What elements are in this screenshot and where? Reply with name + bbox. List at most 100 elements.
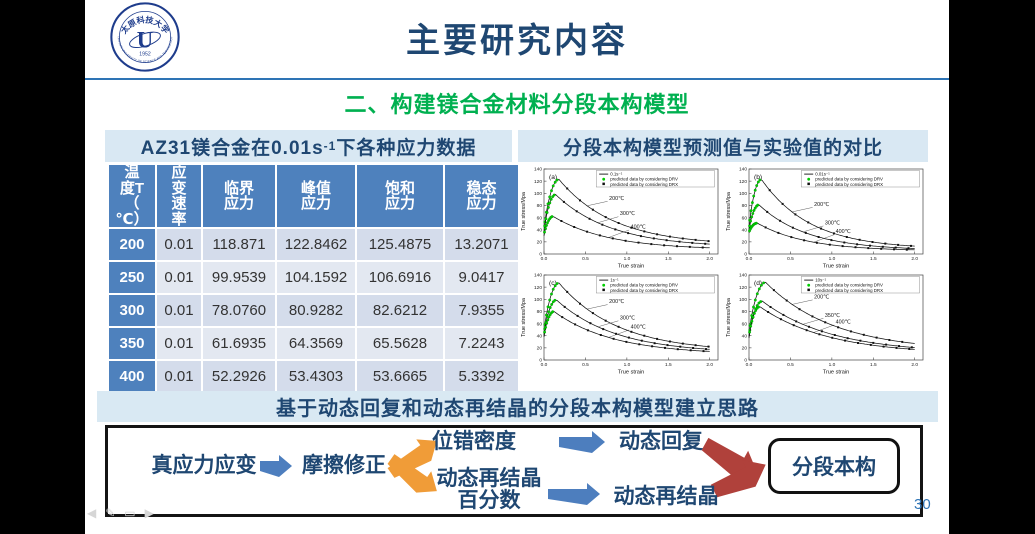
svg-text:400℃: 400℃ [836,229,851,235]
arrow-friction-to-drx-fraction [387,454,437,493]
svg-text:120: 120 [739,285,747,291]
svg-text:True strain: True strain [823,370,850,376]
arrow-drx-to-segmented [710,459,766,498]
svg-text:120: 120 [739,179,747,185]
table-cell: 125.4875 [357,229,443,261]
flow-arrows-layer [260,431,766,505]
arrow-true-to-friction [260,455,292,477]
svg-text:120: 120 [534,179,542,185]
svg-text:60: 60 [742,321,748,327]
arrow-dislocation-to-drv [559,431,605,453]
table-title-prefix: AZ31镁合金在0.01s [140,137,324,159]
previous-slide-icon[interactable]: ◀ [87,506,97,520]
row-header-cell: 350 [109,328,155,360]
table-cell: 104.1592 [277,262,355,294]
svg-text:1.5: 1.5 [870,362,877,368]
node-dynamic-recovery: 动态回复 [619,430,703,453]
svg-text:120: 120 [534,285,542,291]
svg-text:400℃: 400℃ [836,320,851,326]
svg-text:True strain: True strain [618,370,645,376]
table-cell: 80.9282 [277,295,355,327]
svg-text:300℃: 300℃ [825,220,840,226]
svg-text:40: 40 [537,333,543,339]
svg-text:20: 20 [537,346,543,352]
svg-text:100: 100 [534,191,542,197]
svg-text:0.5: 0.5 [582,362,589,368]
svg-text:80: 80 [537,203,543,209]
svg-text:80: 80 [742,203,748,209]
svg-text:1.0: 1.0 [829,362,836,368]
column-header: 温 度T （ ℃） [109,165,155,228]
next-slide-icon[interactable]: ▶ [144,506,154,520]
table-cell: 53.4303 [277,361,355,393]
table-cell: 61.6935 [203,328,275,360]
chart-panel-d: 0 20 40 60 80 100 120 140 0.0 0.5 1.0 1.5 2.0 True st… [725,271,929,375]
svg-text:60: 60 [537,321,543,327]
svg-text:60: 60 [742,215,748,221]
svg-text:40: 40 [537,227,543,233]
svg-text:0.1s⁻¹: 0.1s⁻¹ [610,172,623,177]
node-drx-fraction: 动态再结晶 百分数 [436,467,542,512]
svg-text:20: 20 [742,240,748,246]
page-title: 主要研究内容 [406,22,628,60]
svg-text:0.5: 0.5 [582,256,589,262]
chart-panel-a: 0 20 40 60 80 100 120 140 0.0 0.5 1.0 1.5 2.0 True st… [520,165,724,269]
logo-orbit-icon [129,31,161,49]
svg-text:predicted data by considering: predicted data by considering DRX [815,288,883,293]
svg-text:1.5: 1.5 [665,256,672,262]
svg-text:0.5: 0.5 [787,256,794,262]
charts-grid: 0 20 40 60 80 100 120 140 0.0 0.5 1.0 1.5 2.0 True st… [520,165,930,376]
table-cell: 0.01 [157,262,201,294]
svg-text:0.0: 0.0 [746,256,753,262]
svg-text:140: 140 [739,167,747,173]
svg-text:20: 20 [742,346,748,352]
stress-table-container: 温 度T （ ℃）应 变 速 率临界 应力 峰值 应力 饱和 应力 稳态 应力 200… [107,163,520,394]
svg-text:(d): (d) [754,280,762,287]
node-segmented-constitutive: 分段本构 [768,438,900,494]
svg-text:40: 40 [742,227,748,233]
svg-text:300℃: 300℃ [620,211,635,217]
table-header-row: 温 度T （ ℃）应 变 速 率临界 应力 峰值 应力 饱和 应力 稳态 应力 [109,165,518,228]
table-cell: 0.01 [157,328,201,360]
stress-table: 温 度T （ ℃）应 变 速 率临界 应力 峰值 应力 饱和 应力 稳态 应力 200… [107,163,520,394]
table-cell: 0.01 [157,295,201,327]
university-logo-icon: 太原科技大学 U 1952 TAIYUAN UNIVERSITY OF SCIE… [110,2,180,72]
table-cell: 5.3392 [445,361,518,393]
svg-text:60: 60 [537,215,543,221]
table-cell: 106.6916 [357,262,443,294]
svg-text:400℃: 400℃ [631,225,646,231]
svg-text:0: 0 [539,252,542,258]
flow-banner-title: 基于动态回复和动态再结晶的分段本构模型建立思路 [97,391,938,422]
line-chart: 0 20 40 60 80 100 120 140 0.0 0.5 1.0 1.5 2.0 True st… [521,167,719,269]
arrow-fraction-to-drx [548,483,600,505]
svg-text:140: 140 [739,273,747,279]
svg-text:True stress/Mpa: True stress/Mpa [726,192,732,231]
node-friction-correction: 摩擦修正 [302,454,386,477]
chart-panel-c: 0 20 40 60 80 100 120 140 0.0 0.5 1.0 1.5 2.0 True st… [520,271,724,375]
svg-text:1.0: 1.0 [829,256,836,262]
svg-text:True stress/Mpa: True stress/Mpa [521,192,527,231]
table-cell: 0.01 [157,229,201,261]
column-header: 稳态 应力 [445,165,518,228]
flow-diagram-box: 真应力应变 摩擦修正 位错密度 动态回复 动态再结晶 百分数 动态再结晶 分段本… [105,425,923,517]
svg-text:2.0: 2.0 [911,362,918,368]
row-header-cell: 300 [109,295,155,327]
arrow-drv-to-segmented [701,437,758,477]
table-cell: 122.8462 [277,229,355,261]
svg-text:predicted data by considering: predicted data by considering DRX [610,182,678,187]
table-title-suffix: 下各种应力数据 [336,137,477,159]
table-section-title: AZ31镁合金在0.01s -1 下各种应力数据 [105,130,512,162]
svg-text:200℃: 200℃ [814,202,829,208]
svg-text:200℃: 200℃ [609,196,624,202]
table-row: 400 0.01 52.2926 53.4303 53.6665 5.3392 [109,361,518,393]
svg-text:0: 0 [744,358,747,364]
pen-tool-icon[interactable]: ✎ [105,506,116,520]
table-row: 350 0.01 61.6935 64.3569 65.5628 7.2243 [109,328,518,360]
slideshow-menu-icon[interactable]: ▭ [124,506,136,520]
svg-text:10s⁻¹: 10s⁻¹ [815,278,826,283]
svg-text:True strain: True strain [823,264,850,270]
row-header-cell: 200 [109,229,155,261]
svg-text:100: 100 [739,191,747,197]
table-cell: 7.2243 [445,328,518,360]
table-cell: 7.9355 [445,295,518,327]
